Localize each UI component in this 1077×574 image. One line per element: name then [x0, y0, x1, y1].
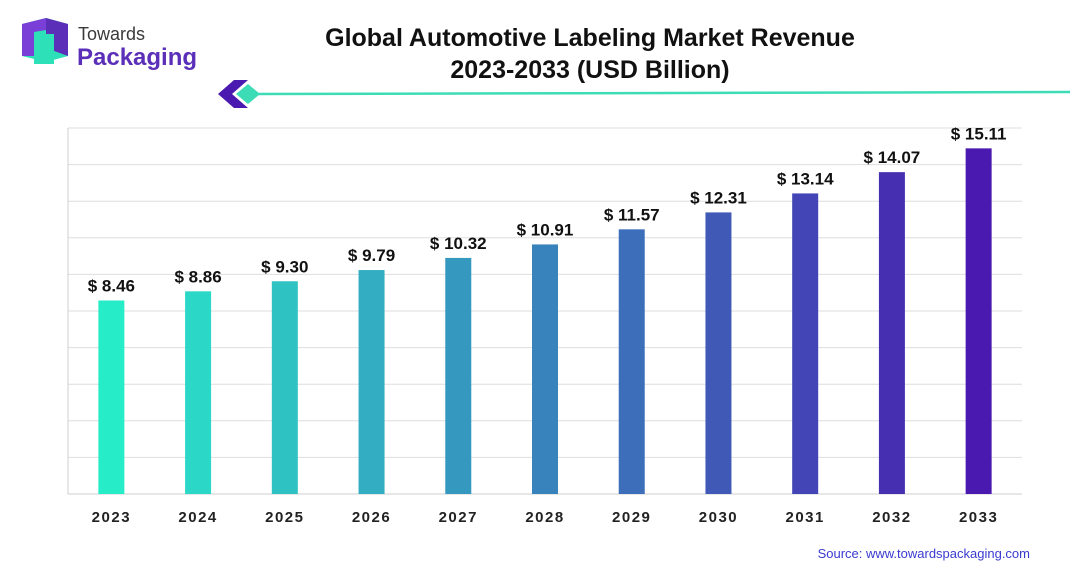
x-tick-2026: 2026 — [352, 509, 391, 526]
bar-2033 — [965, 148, 992, 494]
source-note: Source: www.towardspackaging.com — [817, 546, 1030, 561]
x-tick-2030: 2030 — [699, 509, 738, 526]
value-label-2033: $ 15.11 — [951, 124, 1007, 143]
bar-2030 — [705, 212, 732, 494]
value-label-2025: $ 9.30 — [261, 257, 308, 276]
value-labels: $ 8.46 $ 8.86 $ 9.30 $ 9.79 $ 10.32 $ 10.91 $ … — [88, 124, 1007, 295]
x-tick-2031: 2031 — [785, 509, 824, 526]
bar-2025 — [271, 281, 298, 494]
chart-title-line2: 2023-2033 (USD Billion) — [450, 56, 730, 84]
brand-line1: Towards — [78, 24, 146, 44]
bar-2026 — [358, 270, 385, 494]
x-tick-2032: 2032 — [872, 509, 911, 526]
x-tick-2027: 2027 — [439, 509, 478, 526]
x-tick-2025: 2025 — [265, 509, 304, 526]
value-label-2029: $ 11.57 — [604, 205, 660, 224]
bar-2028 — [532, 244, 558, 494]
bars — [98, 148, 992, 495]
value-label-2030: $ 12.31 — [690, 188, 747, 207]
x-tick-2033: 2033 — [959, 509, 998, 526]
value-label-2028: $ 10.91 — [517, 220, 574, 239]
value-label-2024: $ 8.86 — [174, 267, 221, 286]
bar-2031 — [792, 193, 819, 495]
bar-2032 — [878, 172, 905, 494]
x-tick-2023: 2023 — [92, 509, 131, 526]
value-label-2023: $ 8.46 — [88, 276, 135, 295]
chart-title: Global Automotive Labeling Market Revenu… — [300, 22, 880, 86]
bar-2023 — [98, 300, 125, 494]
brand-logo: Towards Packaging — [20, 18, 220, 78]
x-tick-labels: 2023 2024 2025 2026 2027 2028 2029 2030 2031 2032… — [92, 509, 998, 526]
x-tick-2028: 2028 — [525, 509, 564, 526]
value-label-2026: $ 9.79 — [348, 246, 395, 265]
value-label-2032: $ 14.07 — [864, 148, 921, 167]
value-label-2027: $ 10.32 — [430, 234, 487, 253]
logo-cube-icon — [22, 18, 68, 64]
chart-title-line1: Global Automotive Labeling Market Revenu… — [325, 24, 855, 52]
title-divider — [218, 80, 1070, 108]
x-tick-2029: 2029 — [612, 509, 651, 526]
brand-line2: Packaging — [77, 44, 198, 71]
bar-2027 — [445, 257, 472, 494]
bar-2024 — [185, 291, 212, 494]
bar-2029 — [618, 229, 645, 494]
x-tick-2024: 2024 — [178, 509, 217, 526]
value-label-2031: $ 13.14 — [777, 169, 834, 188]
